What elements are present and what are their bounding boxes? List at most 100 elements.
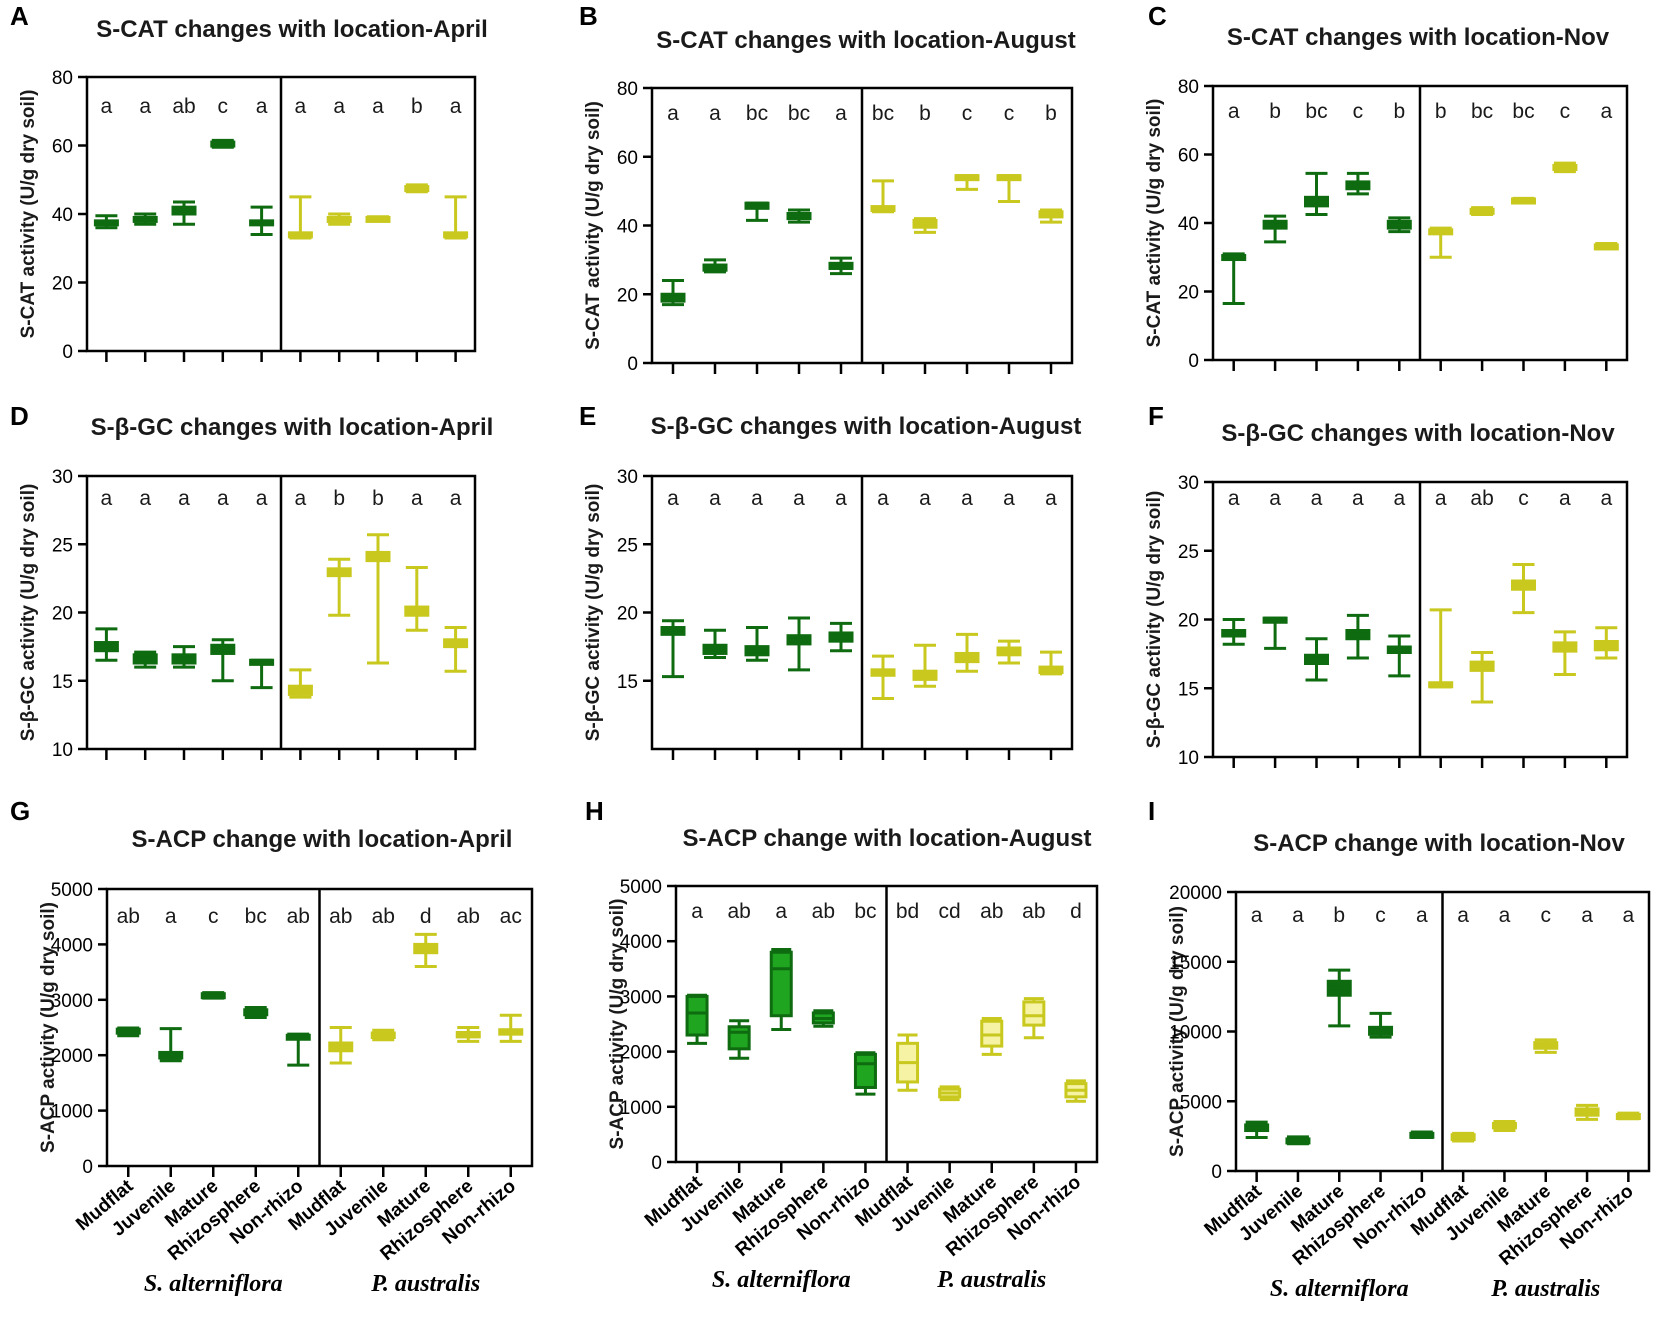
significance-letter: a: [961, 487, 973, 510]
y-tick-label: 80: [52, 68, 73, 89]
significance-letter: a: [1311, 487, 1323, 510]
box-paustralis-mature: [1511, 563, 1536, 615]
box-paustralis-mature: [365, 215, 391, 223]
y-tick-label: 20: [617, 285, 638, 306]
box-paustralis-rhizosphere: [996, 639, 1022, 665]
y-tick-label: 10: [1178, 748, 1199, 769]
box-paustralis-mudflat: [896, 1033, 920, 1092]
significance-letter: a: [1559, 487, 1571, 510]
significance-letter: b: [919, 102, 931, 125]
significance-letter: c: [1518, 487, 1529, 510]
y-tick-label: 5000: [51, 880, 93, 901]
species-label: P. australis: [936, 1267, 1046, 1293]
box-body: [1022, 1000, 1046, 1027]
panel-letter: F: [1148, 401, 1164, 431]
box-paustralis-mudflat: [870, 654, 896, 700]
significance-letter: ab: [727, 900, 750, 923]
y-tick-label: 25: [617, 535, 638, 556]
chart-title: S-ACP change with location-April: [132, 826, 513, 853]
y-tick-label: 15000: [1169, 953, 1222, 974]
box-paustralis-mature: [365, 533, 391, 665]
y-tick-label: 15: [52, 672, 73, 693]
y-tick-label: 60: [617, 148, 638, 169]
box-paustralis-rhizosphere: [996, 174, 1022, 203]
box-salterniflora-mature: [1304, 171, 1329, 216]
box-salterniflora-nonrhizo: [249, 658, 275, 690]
significance-letter: b: [1393, 100, 1405, 123]
box-paustralis-mudflat: [1450, 1131, 1476, 1143]
significance-letter: a: [1292, 904, 1304, 927]
box-paustralis-juvenile: [938, 1085, 962, 1102]
significance-letter: a: [1228, 100, 1240, 123]
y-tick-label: 2000: [620, 1043, 662, 1064]
y-axis-label: S-ACP activity (U/g dry soil): [38, 902, 59, 1153]
significance-letter: a: [667, 487, 679, 510]
significance-letter: c: [208, 905, 219, 928]
box-salterniflora-juvenile: [702, 258, 728, 274]
significance-letter: a: [775, 900, 787, 923]
box-paustralis-nonrhizo: [1038, 650, 1064, 676]
significance-letter: a: [691, 900, 703, 923]
panel-i: I S-ACP change with location-Nov S-ACP act…: [1148, 796, 1651, 1302]
significance-letter: a: [793, 487, 805, 510]
significance-letter: a: [1228, 487, 1240, 510]
box-paustralis-mature: [413, 932, 439, 969]
panel-d: D S-β-GC changes with location-April S-β-G…: [10, 401, 493, 761]
significance-letter: a: [178, 487, 190, 510]
box-salterniflora-rhizosphere: [1345, 613, 1371, 660]
significance-letter: a: [1457, 904, 1469, 927]
significance-letter: a: [1581, 904, 1593, 927]
species-label: S. alterniflora: [712, 1267, 851, 1293]
significance-letter: a: [295, 95, 307, 118]
box-salterniflora-nonrhizo: [285, 1032, 311, 1067]
significance-letter: a: [139, 487, 151, 510]
y-axis-label: S-β-GC activity (U/g dry soil): [18, 484, 39, 742]
box-paustralis-mature: [954, 632, 980, 673]
y-tick-label: 30: [52, 467, 73, 488]
significance-letter: c: [962, 102, 973, 125]
box-salterniflora-mature: [744, 626, 770, 662]
y-axis-label: S-β-GC activity (U/g dry soil): [583, 484, 604, 742]
species-label: P. australis: [370, 1271, 480, 1297]
y-axis-label: S-CAT activity (U/g dry soil): [1144, 99, 1165, 348]
box-paustralis-mudflat: [870, 179, 896, 214]
significance-letter: b: [1045, 102, 1057, 125]
significance-letter: a: [333, 95, 345, 118]
box-paustralis-nonrhizo: [443, 626, 469, 673]
y-tick-label: 10: [52, 740, 73, 761]
box-salterniflora-juvenile: [702, 628, 728, 660]
panel-a: A S-CAT changes with location-April S-CAT …: [10, 1, 488, 363]
box-salterniflora-nonrhizo: [1386, 634, 1412, 678]
y-tick-label: 40: [617, 217, 638, 238]
box-salterniflora-mature: [200, 991, 226, 1000]
significance-letter: bc: [746, 102, 768, 125]
box-paustralis-mature: [1511, 196, 1536, 205]
species-label: P. australis: [1490, 1276, 1600, 1302]
significance-letter: b: [1333, 904, 1345, 927]
box-paustralis-juvenile: [1469, 651, 1495, 704]
significance-letter: b: [333, 487, 345, 510]
box-salterniflora-nonrhizo: [853, 1051, 877, 1096]
significance-letter: a: [751, 487, 763, 510]
significance-letter: bc: [1512, 100, 1534, 123]
box-body: [853, 1052, 877, 1089]
significance-letter: a: [256, 487, 268, 510]
y-axis-label: S-ACP activity (U/g dry soil): [607, 899, 628, 1150]
y-tick-label: 20: [1178, 611, 1199, 632]
panel-e: E S-β-GC changes with location-August S-β-…: [579, 401, 1081, 760]
y-axis-label: S-β-GC activity (U/g dry soil): [1144, 491, 1165, 749]
chart-title: S-ACP change with location-August: [683, 825, 1092, 852]
significance-letter: d: [1070, 900, 1082, 923]
box-paustralis-nonrhizo: [1615, 1111, 1641, 1121]
y-tick-label: 40: [1178, 214, 1199, 235]
significance-letter: bc: [1471, 100, 1493, 123]
box-paustralis-nonrhizo: [1038, 208, 1064, 224]
significance-letter: ab: [1022, 900, 1045, 923]
box-salterniflora-rhizosphere: [786, 208, 812, 224]
box-salterniflora-mudflat: [660, 279, 686, 307]
panel-g: G S-ACP change with location-April S-ACP a…: [10, 796, 534, 1297]
significance-letter: ac: [500, 905, 522, 928]
panel-b: B S-CAT changes with location-August S-CAT…: [579, 1, 1076, 375]
significance-letter: b: [411, 95, 423, 118]
y-tick-label: 0: [1188, 351, 1199, 372]
